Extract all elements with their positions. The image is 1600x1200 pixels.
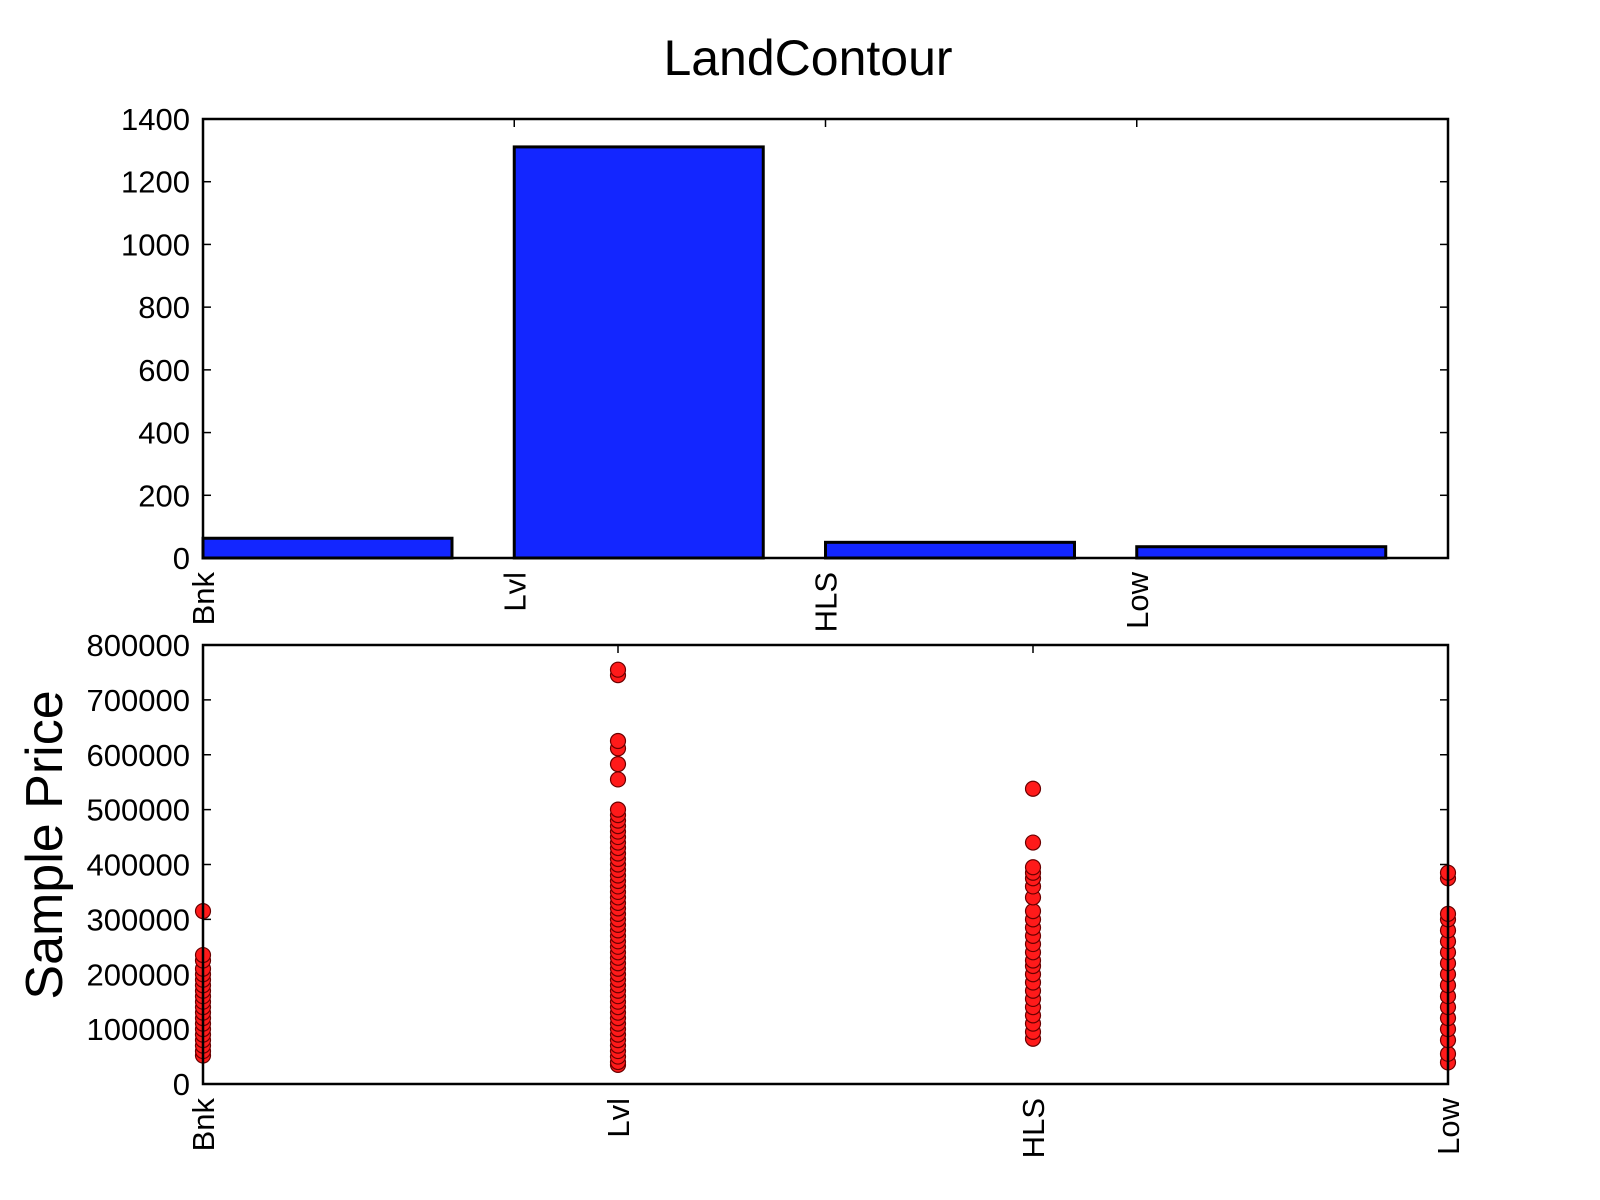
- price-point-hls: [1024, 780, 1042, 797]
- chart-title: LandContour: [663, 30, 952, 86]
- scatter-x-tick-label: Low: [1431, 1097, 1466, 1154]
- price-point-hls: [1024, 859, 1042, 876]
- price-point-lvl: [609, 801, 627, 818]
- scatter-y-tick-label: 300000: [87, 902, 190, 937]
- price-point-lvl: [609, 661, 627, 678]
- bar-y-tick-label: 1400: [121, 102, 190, 137]
- scatter-y-axis-label: Sample Price: [16, 690, 74, 999]
- scatter-y-tick-label: 700000: [87, 683, 190, 718]
- price-point-hls: [1024, 903, 1042, 920]
- bar-y-tick-label: 600: [138, 353, 190, 388]
- price-point-lvl: [609, 756, 627, 773]
- bar-x-tick-label: Bnk: [186, 572, 221, 626]
- bar-low: [1135, 545, 1388, 560]
- price-point-lvl: [609, 732, 627, 750]
- scatter-y-tick-label: 800000: [87, 628, 190, 663]
- scatter-y-tick-label: 400000: [87, 848, 190, 883]
- bar-x-tick-label: Low: [1120, 571, 1155, 628]
- bar-y-tick-label: 1000: [121, 227, 190, 262]
- bar-lvl: [512, 145, 765, 560]
- bar-hls: [824, 540, 1076, 560]
- bar-y-tick-label: 1200: [121, 165, 190, 200]
- bar-chart-panel: 0 200 400 600 800 1000 1200 1400 Bnk Lvl HLS Low: [121, 102, 1450, 632]
- price-point-hls: [1024, 834, 1042, 851]
- bar-x-tick-label: Lvl: [497, 572, 532, 612]
- bar-y-tick-label: 200: [138, 478, 190, 513]
- bar-y-tick-label: 400: [138, 416, 190, 451]
- scatter-x-tick-label: Lvl: [601, 1098, 636, 1138]
- scatter-y-tick-label: 200000: [87, 957, 190, 992]
- bar-plot-frame: [201, 117, 1450, 560]
- scatter-y-tick-label: 0: [173, 1067, 190, 1102]
- bar-bnk: [201, 536, 454, 560]
- price-point-lvl: [609, 771, 627, 788]
- bar-y-tick-label: 800: [138, 290, 190, 325]
- bar-x-tick-label: HLS: [809, 572, 844, 632]
- scatter-y-tick-label: 100000: [87, 1012, 190, 1047]
- scatter-y-tick-label: 600000: [87, 738, 190, 773]
- scatter-plot-frame: [201, 643, 1450, 1086]
- scatter-chart-panel: 0 100000 200000 300000 400000 500000 600000 700…: [87, 628, 1466, 1158]
- bar-y-tick-label: 0: [173, 541, 190, 576]
- scatter-x-tick-label: HLS: [1016, 1098, 1051, 1158]
- scatter-y-tick-label: 500000: [87, 793, 190, 828]
- scatter-x-tick-label: Bnk: [186, 1098, 221, 1152]
